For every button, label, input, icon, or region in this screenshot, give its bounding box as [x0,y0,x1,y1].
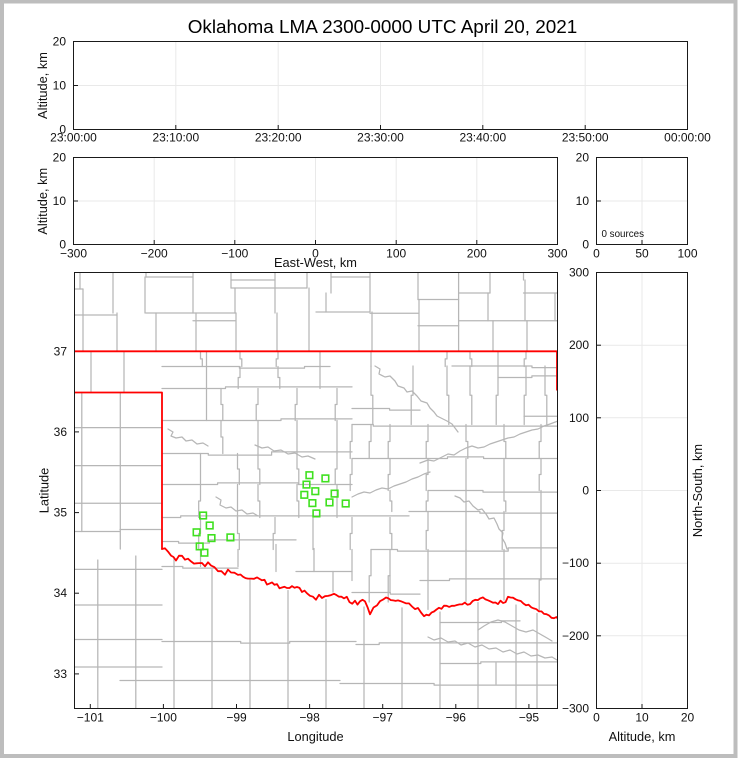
svg-text:50: 50 [635,247,649,261]
svg-text:23:50:00: 23:50:00 [562,131,609,145]
svg-text:−96: −96 [446,710,467,724]
svg-text:00:00:00: 00:00:00 [664,131,711,145]
svg-text:Altitude, km: Altitude, km [35,168,50,235]
svg-text:23:20:00: 23:20:00 [255,131,302,145]
svg-text:−100: −100 [562,556,589,570]
svg-text:−300: −300 [562,702,589,716]
svg-text:20: 20 [53,35,67,49]
svg-text:10: 10 [53,79,67,93]
svg-text:10: 10 [576,194,590,208]
svg-text:0 sources: 0 sources [602,229,645,240]
svg-text:300: 300 [569,266,589,280]
svg-text:37: 37 [54,344,68,358]
svg-text:East-West, km: East-West, km [274,255,357,270]
svg-text:0: 0 [312,247,319,261]
svg-text:Longitude: Longitude [287,729,343,744]
svg-text:0: 0 [593,247,600,261]
svg-text:23:40:00: 23:40:00 [459,131,506,145]
svg-text:−98: −98 [299,710,320,724]
svg-text:200: 200 [569,338,589,352]
svg-text:−95: −95 [519,710,540,724]
svg-text:10: 10 [635,710,649,724]
svg-text:100: 100 [569,411,589,425]
svg-text:−300: −300 [60,247,87,261]
svg-text:−101: −101 [77,710,104,724]
svg-text:23:30:00: 23:30:00 [357,131,404,145]
svg-text:20: 20 [576,151,590,165]
svg-text:−200: −200 [141,247,168,261]
svg-text:23:00:00: 23:00:00 [50,131,97,145]
svg-text:35: 35 [54,506,68,520]
svg-text:0: 0 [582,484,589,498]
svg-text:0: 0 [593,710,600,724]
svg-text:−200: −200 [562,629,589,643]
svg-text:100: 100 [677,247,697,261]
svg-text:Oklahoma LMA 2300-0000 UTC Apr: Oklahoma LMA 2300-0000 UTC April 20, 202… [188,17,578,38]
svg-text:23:10:00: 23:10:00 [152,131,199,145]
svg-text:300: 300 [547,247,567,261]
svg-text:0: 0 [59,238,66,252]
svg-text:−97: −97 [373,710,394,724]
svg-text:−99: −99 [226,710,247,724]
svg-text:North-South, km: North-South, km [690,444,705,537]
svg-text:20: 20 [53,151,67,165]
svg-text:20: 20 [681,710,695,724]
svg-text:Altitude, km: Altitude, km [35,52,50,119]
svg-text:33: 33 [54,667,68,681]
svg-text:0: 0 [582,238,589,252]
svg-text:Latitude: Latitude [37,468,52,514]
svg-text:100: 100 [386,247,406,261]
svg-text:10: 10 [53,194,67,208]
svg-text:36: 36 [54,425,68,439]
svg-text:0: 0 [59,123,66,137]
svg-text:−100: −100 [221,247,248,261]
svg-text:−100: −100 [150,710,177,724]
svg-text:Altitude, km: Altitude, km [609,729,676,744]
svg-text:34: 34 [54,586,68,600]
svg-text:200: 200 [467,247,487,261]
